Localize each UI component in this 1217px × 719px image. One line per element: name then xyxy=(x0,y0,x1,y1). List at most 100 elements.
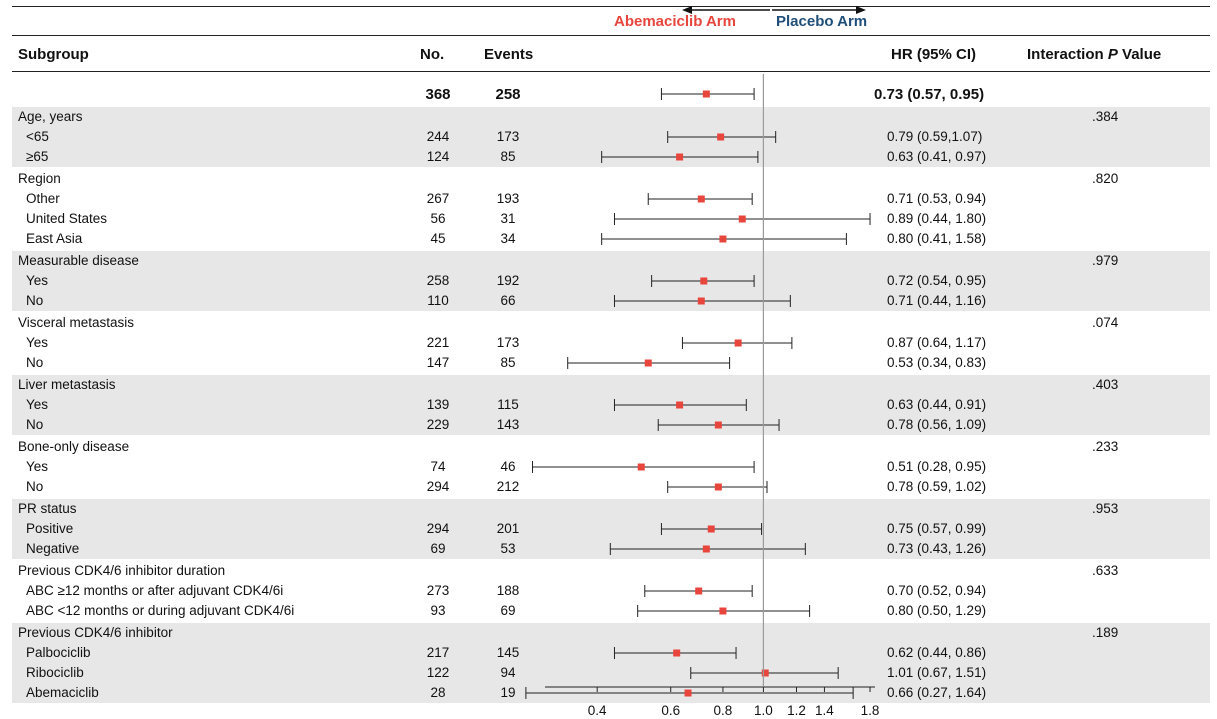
subgroup-no: 69 xyxy=(430,541,446,556)
subgroup-no: 93 xyxy=(430,603,446,618)
subgroup-events: 143 xyxy=(496,417,520,432)
subgroup-hr-marker xyxy=(714,483,722,491)
subgroup-no: 244 xyxy=(426,129,450,144)
subgroup-hr-text: 0.79 (0.59,1.07) xyxy=(887,129,983,144)
header-interaction-pre: Interaction xyxy=(1027,46,1108,63)
subgroup-hr-text: 0.80 (0.50, 1.29) xyxy=(887,603,987,618)
subgroup-events: 212 xyxy=(496,479,520,494)
interaction-p-value: .633 xyxy=(1092,563,1119,578)
interaction-p-value: .384 xyxy=(1092,109,1119,124)
group-title: Previous CDK4/6 inhibitor duration xyxy=(18,563,226,578)
subgroup-hr-marker xyxy=(761,669,769,677)
interaction-p-value: .233 xyxy=(1092,439,1119,454)
group-band xyxy=(12,251,1210,311)
subgroup-hr-marker xyxy=(676,153,684,161)
subgroup-events: 85 xyxy=(500,355,516,370)
subgroup-hr-text: 0.53 (0.34, 0.83) xyxy=(887,355,987,370)
x-axis-tick-label: 1.2 xyxy=(787,703,806,718)
subgroup-hr-text: 0.62 (0.44, 0.86) xyxy=(887,645,987,660)
subgroup-events: 115 xyxy=(497,397,519,412)
subgroup-events: 19 xyxy=(500,685,516,700)
subgroup-events: 173 xyxy=(496,335,520,350)
subgroup-events: 188 xyxy=(496,583,520,598)
interaction-p-value: .074 xyxy=(1092,315,1119,330)
subgroup-hr-text: 0.75 (0.57, 0.99) xyxy=(887,521,987,536)
subgroup-no: 221 xyxy=(426,335,450,350)
subgroup-label: No xyxy=(26,355,44,370)
group-title: Measurable disease xyxy=(18,253,139,268)
subgroup-hr-marker xyxy=(734,339,742,347)
overall-hr-marker xyxy=(702,90,710,98)
subgroup-hr-text: 0.78 (0.56, 1.09) xyxy=(887,417,987,432)
subgroup-events: 201 xyxy=(496,521,520,536)
header-interaction-post: Value xyxy=(1117,46,1162,63)
subgroup-events: 85 xyxy=(500,149,516,164)
subgroup-label: ≥65 xyxy=(26,149,49,164)
group-title: Bone-only disease xyxy=(18,439,130,454)
subgroup-label: Yes xyxy=(26,335,49,350)
subgroup-hr-marker xyxy=(697,195,705,203)
subgroup-no: 56 xyxy=(430,211,446,226)
arm-direction-arrows xyxy=(682,6,866,14)
subgroup-events: 173 xyxy=(496,129,520,144)
header-subgroup: Subgroup xyxy=(18,46,89,63)
group-title: Visceral metastasis xyxy=(18,315,135,330)
subgroup-hr-marker xyxy=(714,421,722,429)
header-interaction-p: P xyxy=(1107,46,1118,63)
subgroup-label: No xyxy=(26,479,44,494)
group-band xyxy=(12,375,1210,435)
header-interaction: Interaction P Value xyxy=(1027,46,1161,63)
interaction-p-value: .953 xyxy=(1092,501,1119,516)
header-no: No. xyxy=(420,46,445,63)
subgroup-label: No xyxy=(26,293,44,308)
x-axis-tick-label: 1.8 xyxy=(861,703,880,718)
subgroup-events: 94 xyxy=(500,665,516,680)
group-title: Previous CDK4/6 inhibitor xyxy=(18,625,173,640)
subgroup-hr-text: 0.72 (0.54, 0.95) xyxy=(887,273,987,288)
x-axis-tick-label: 1.0 xyxy=(754,703,773,718)
x-axis-tick-label: 0.8 xyxy=(714,703,733,718)
subgroup-hr-text: 0.73 (0.43, 1.26) xyxy=(887,541,987,556)
subgroup-no: 294 xyxy=(426,479,450,494)
left-arrow-head xyxy=(682,6,692,14)
subgroup-hr-text: 0.66 (0.27, 1.64) xyxy=(887,685,987,700)
subgroup-hr-text: 0.89 (0.44, 1.80) xyxy=(887,211,987,226)
placebo-arm-label: Placebo Arm xyxy=(776,13,868,30)
subgroup-events: 31 xyxy=(500,211,516,226)
subgroup-hr-text: 1.01 (0.67, 1.51) xyxy=(887,665,987,680)
subgroup-no: 294 xyxy=(426,521,450,536)
subgroup-hr-text: 0.78 (0.59, 1.02) xyxy=(887,479,987,494)
subgroup-no: 139 xyxy=(426,397,450,412)
x-axis-tick-label: 0.4 xyxy=(588,703,607,718)
subgroup-events: 46 xyxy=(500,459,516,474)
subgroup-hr-marker xyxy=(702,545,710,553)
subgroup-no: 229 xyxy=(426,417,450,432)
group-title: Liver metastasis xyxy=(18,377,116,392)
x-axis-tick-label: 1.4 xyxy=(815,703,834,718)
overall-no: 368 xyxy=(425,86,451,103)
interaction-p-value: .189 xyxy=(1092,625,1119,640)
group-title: Age, years xyxy=(18,109,83,124)
subgroup-label: United States xyxy=(26,211,108,226)
subgroup-hr-marker xyxy=(644,359,652,367)
subgroup-hr-marker xyxy=(697,297,705,305)
subgroup-hr-marker xyxy=(676,401,684,409)
abemaciclib-arm-label: Abemaciclib Arm xyxy=(614,13,736,30)
interaction-p-value: .979 xyxy=(1092,253,1119,268)
subgroup-events: 145 xyxy=(496,645,520,660)
subgroup-hr-marker xyxy=(707,525,715,533)
interaction-p-value: .403 xyxy=(1092,377,1119,392)
group-title: PR status xyxy=(18,501,77,516)
right-arrow-head xyxy=(856,6,866,14)
subgroup-label: Negative xyxy=(26,541,80,556)
subgroup-no: 74 xyxy=(430,459,446,474)
subgroup-hr-marker xyxy=(684,689,692,697)
subgroup-hr-text: 0.51 (0.28, 0.95) xyxy=(887,459,987,474)
header-rule-top xyxy=(12,35,1210,36)
subgroup-no: 147 xyxy=(426,355,450,370)
subgroup-label: Abemaciclib xyxy=(26,685,99,700)
subgroup-label: East Asia xyxy=(26,231,83,246)
subgroup-label: Yes xyxy=(26,459,49,474)
overall-hr-text: 0.73 (0.57, 0.95) xyxy=(874,86,985,103)
subgroup-events: 192 xyxy=(496,273,520,288)
